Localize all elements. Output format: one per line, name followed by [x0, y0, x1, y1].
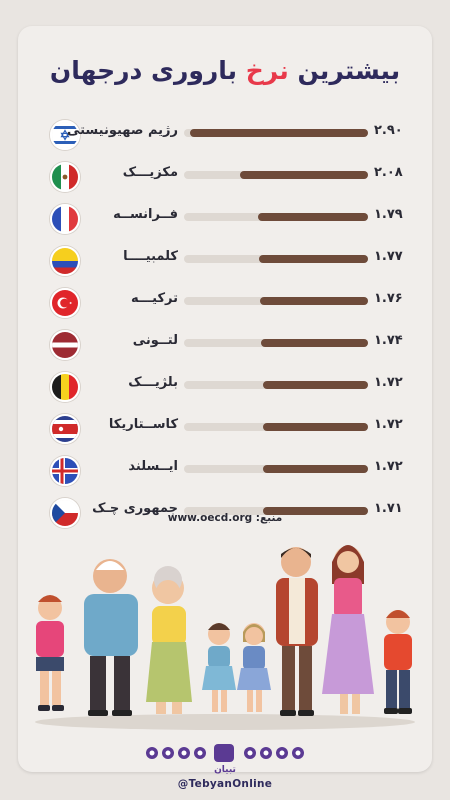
- france-flag-icon: [50, 204, 80, 234]
- costa-rica-flag-icon: [50, 414, 80, 444]
- child-left-figure: [36, 595, 64, 711]
- title-part-1: بیشترین: [288, 56, 401, 85]
- value-label: ۲.۰۸: [374, 165, 403, 180]
- bar-row: کاســتاریکا ۱.۷۲: [18, 412, 432, 444]
- bar: [263, 507, 368, 515]
- bar: [259, 255, 368, 263]
- bar-track: [184, 213, 368, 221]
- value-label: ۱.۷۷: [374, 249, 403, 264]
- source-line: منبع: www.oecd.org: [18, 512, 432, 524]
- mother-figure: [322, 545, 374, 714]
- title-part-2: باروری درجهان: [49, 56, 246, 85]
- country-label: لتــونی: [132, 333, 178, 348]
- bar-row: بلژیـــک ۱.۷۲: [18, 370, 432, 402]
- grandmother-figure: [146, 566, 192, 714]
- colombia-flag-icon: [50, 246, 80, 276]
- country-label: ترکیـــه: [130, 291, 178, 306]
- bar: [263, 381, 368, 389]
- country-label: جمهوری چـک: [92, 501, 178, 516]
- girl-two-figure: [237, 623, 271, 712]
- latvia-flag-icon: [50, 330, 80, 360]
- bar: [190, 129, 368, 137]
- bar: [261, 339, 368, 347]
- country-label: بلژیـــک: [128, 375, 178, 390]
- country-label: کلمبیــــا: [123, 249, 178, 264]
- bar-row: ترکیـــه ۱.۷۶: [18, 286, 432, 318]
- girl-one-figure: [202, 623, 236, 712]
- bar: [258, 213, 368, 221]
- country-label: کاســتاریکا: [108, 417, 178, 432]
- bar-track: [184, 423, 368, 431]
- bar-track: [184, 381, 368, 389]
- iceland-flag-icon: [50, 456, 80, 486]
- country-label: مکزیـــک: [122, 165, 178, 180]
- bar-row: مکزیـــک ۲.۰۸: [18, 160, 432, 192]
- source-label: منبع:: [255, 512, 283, 524]
- belgium-flag-icon: [50, 372, 80, 402]
- turkey-flag-icon: [50, 288, 80, 318]
- bar-row: ایــسلند ۱.۷۲: [18, 454, 432, 486]
- country-label: رژیم صهیونیستی: [66, 123, 178, 138]
- value-label: ۱.۷۶: [374, 291, 403, 306]
- father-figure: [276, 547, 318, 716]
- value-label: ۱.۷۴: [374, 333, 403, 348]
- bar: [240, 171, 368, 179]
- bar-track: [184, 297, 368, 305]
- grandfather-figure: [84, 559, 138, 716]
- bar-track: [184, 129, 368, 137]
- value-label: ۱.۷۲: [374, 417, 403, 432]
- czech-republic-flag-icon: [50, 498, 80, 528]
- value-label: ۱.۷۹: [374, 207, 403, 222]
- country-label: ایــسلند: [128, 459, 178, 474]
- bar: [263, 423, 368, 431]
- bar-row: فــرانســه ۱.۷۹: [18, 202, 432, 234]
- source-url: www.oecd.org: [167, 512, 253, 524]
- bar-track: [184, 255, 368, 263]
- israel-flag-icon: [50, 120, 80, 150]
- bar: [260, 297, 368, 305]
- bar-track: [184, 507, 368, 515]
- brand-name: تبیان: [214, 765, 236, 775]
- value-label: ۱.۷۲: [374, 459, 403, 474]
- title-highlight: نرخ: [245, 56, 289, 85]
- bar-track: [184, 339, 368, 347]
- bar-row: کلمبیــــا ۱.۷۷: [18, 244, 432, 276]
- bar-row: رژیم صهیونیستی ۲.۹۰: [18, 118, 432, 150]
- value-label: ۱.۷۱: [374, 501, 403, 516]
- bar-row: جمهوری چـک ۱.۷۱: [18, 496, 432, 528]
- child-right-figure: [384, 610, 412, 714]
- bar-row: لتــونی ۱.۷۴: [18, 328, 432, 360]
- social-handle: @TebyanOnline: [177, 778, 273, 790]
- value-label: ۱.۷۲: [374, 375, 403, 390]
- tebyan-logo: [146, 744, 304, 762]
- page-title: بیشترین نرخ باروری درجهان: [18, 56, 432, 85]
- country-label: فــرانســه: [113, 207, 178, 222]
- bar: [263, 465, 368, 473]
- mexico-flag-icon: [50, 162, 80, 192]
- family-illustration: [35, 545, 415, 730]
- value-label: ۲.۹۰: [374, 123, 403, 138]
- bar-track: [184, 171, 368, 179]
- infographic-card: بیشترین نرخ باروری درجهان رژیم صهیونیستی…: [18, 26, 432, 772]
- bar-track: [184, 465, 368, 473]
